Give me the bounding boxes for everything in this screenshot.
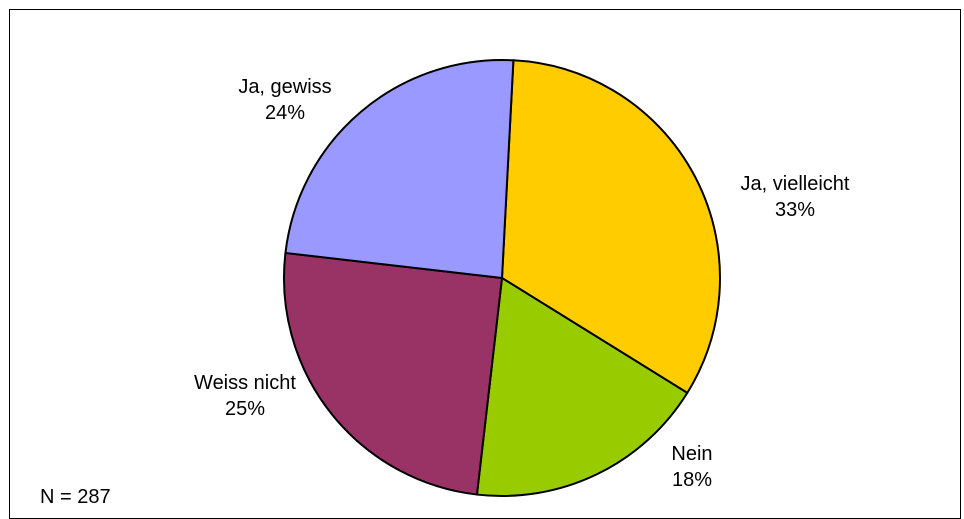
slice-value-label: 24% [264,102,306,124]
pie-slice-weiss-nicht [282,251,503,496]
pie-slice-ja-gewiss [284,59,515,279]
slice-value-label: 18% [671,469,713,491]
slice-label-ja-gewiss: Ja, gewiss 24% [220,74,350,126]
pie-slices [282,59,722,497]
slice-value-label: 25% [224,398,266,420]
slice-label-weiss-nicht: Weiss nicht 25% [170,370,320,422]
pie-slice-ja-vielleicht [501,59,722,394]
slice-label-ja-vielleicht: Ja, vielleicht 33% [714,171,876,223]
pie-slice-nein [475,277,689,497]
slice-label-text: Ja, vielleicht [740,173,850,195]
slice-label-text: Weiss nicht [194,372,296,394]
slice-value-label: 33% [774,199,816,221]
slice-label-text: Ja, gewiss [238,76,332,98]
slice-label-nein: Nein 18% [652,441,732,493]
slice-label-text: Nein [671,443,713,465]
sample-size-note: N = 287 [40,486,111,508]
